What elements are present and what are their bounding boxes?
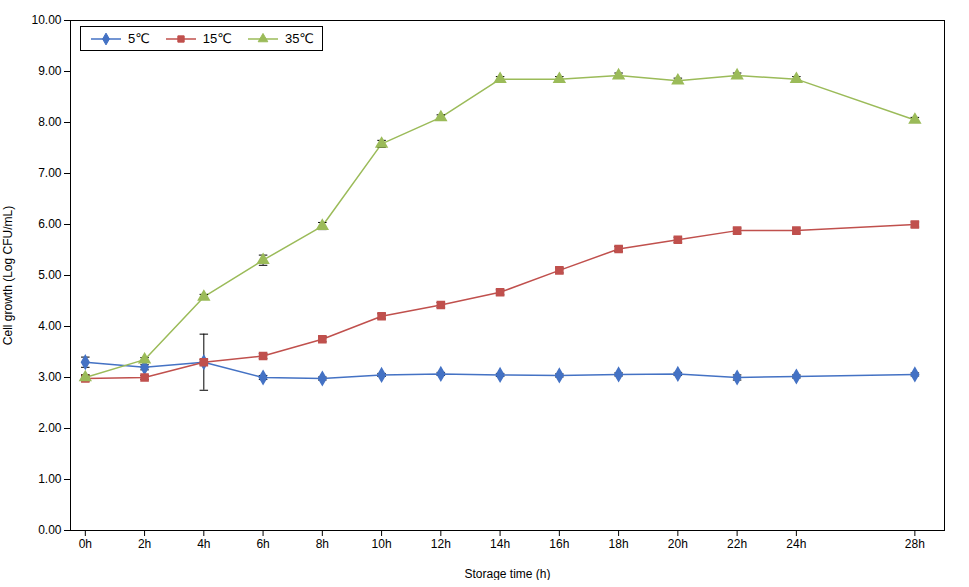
svg-text:1.00: 1.00 [38, 472, 62, 486]
svg-text:8.00: 8.00 [38, 115, 62, 129]
svg-text:18h: 18h [609, 537, 629, 551]
svg-text:2.00: 2.00 [38, 421, 62, 435]
svg-text:28h: 28h [905, 537, 925, 551]
svg-text:Storage time (h): Storage time (h) [464, 567, 550, 581]
svg-text:10.00: 10.00 [31, 13, 61, 27]
html-text:35℃: 35℃ [284, 31, 314, 46]
svg-text:10h: 10h [372, 537, 392, 551]
svg-text:Cell growth (Log CFU/mL): Cell growth (Log CFU/mL) [1, 206, 15, 345]
svg-text:20h: 20h [668, 537, 688, 551]
svg-text:0.00: 0.00 [38, 523, 62, 537]
svg-text:22h: 22h [727, 537, 747, 551]
html-text:15℃: 15℃ [202, 31, 232, 46]
svg-text:12h: 12h [431, 537, 451, 551]
svg-text:5.00: 5.00 [38, 268, 62, 282]
svg-text:24h: 24h [786, 537, 806, 551]
svg-text:2h: 2h [138, 537, 151, 551]
svg-text:7.00: 7.00 [38, 166, 62, 180]
svg-text:0h: 0h [79, 537, 92, 551]
svg-text:14h: 14h [490, 537, 510, 551]
svg-text:6h: 6h [256, 537, 269, 551]
svg-text:4.00: 4.00 [38, 319, 62, 333]
svg-text:8h: 8h [316, 537, 329, 551]
svg-text:6.00: 6.00 [38, 217, 62, 231]
svg-text:9.00: 9.00 [38, 64, 62, 78]
html-text:5℃: 5℃ [128, 31, 150, 46]
svg-text:4h: 4h [197, 537, 210, 551]
svg-text:16h: 16h [549, 537, 569, 551]
svg-text:3.00: 3.00 [38, 370, 62, 384]
